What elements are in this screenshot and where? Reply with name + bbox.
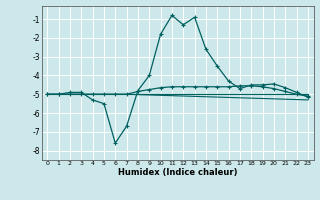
X-axis label: Humidex (Indice chaleur): Humidex (Indice chaleur) <box>118 168 237 177</box>
